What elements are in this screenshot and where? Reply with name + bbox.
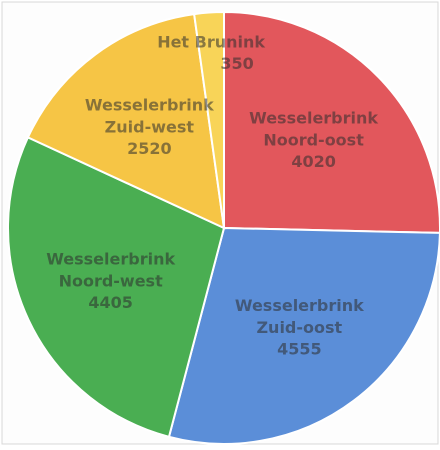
- value-label: 350: [220, 54, 253, 73]
- slice-label-line: Wesselerbrink: [46, 249, 175, 268]
- slice-label-line: Noord-west: [59, 271, 164, 290]
- pie-slice: [167, 226, 440, 445]
- slice-label: Wesselerbrink Noord-oost: [249, 108, 378, 149]
- slice-label: Wesselerbrink Zuid-west: [85, 95, 214, 136]
- value-label: 4405: [88, 293, 133, 312]
- pie-slice: [192, 10, 225, 229]
- pie-slice: [7, 136, 226, 439]
- slice-label-line: Wesselerbrink: [249, 108, 378, 127]
- slice-label: Wesselerbrink Noord-west: [46, 249, 175, 290]
- slice-label: Het Brunink: [157, 32, 265, 51]
- pie-slice: [223, 10, 440, 234]
- pie-slice: [26, 12, 226, 230]
- slice-label-line: Wesselerbrink: [85, 95, 214, 114]
- slice-label: Wesselerbrink Zuid-oost: [235, 296, 364, 337]
- slice-label-line: Wesselerbrink: [235, 296, 364, 315]
- value-label: 4555: [277, 340, 322, 359]
- value-label: 4020: [291, 152, 336, 171]
- slice-label-line: Noord-oost: [263, 130, 364, 149]
- slice-label-line: Zuid-west: [105, 117, 195, 136]
- slice-label-line: Het Brunink: [157, 32, 265, 51]
- slice-label-line: Zuid-oost: [256, 318, 342, 337]
- value-label: 2520: [127, 139, 172, 158]
